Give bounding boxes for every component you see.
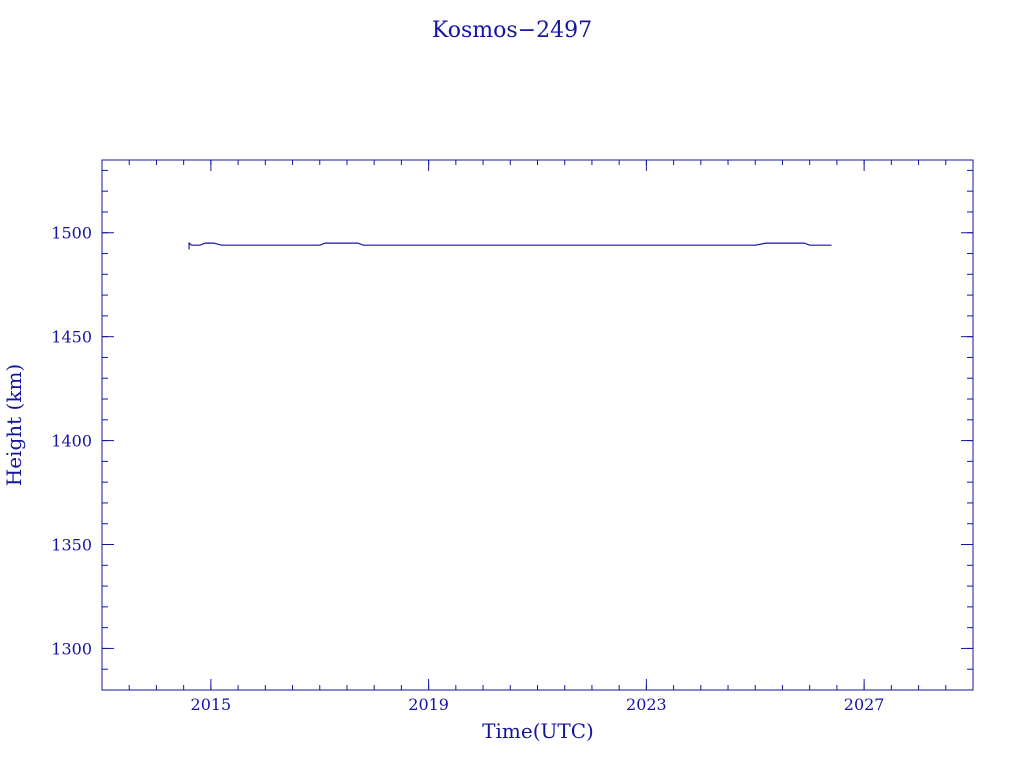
y-tick-label: 1350 [51, 536, 92, 555]
y-tick-label: 1500 [51, 224, 92, 243]
x-tick-label: 2027 [844, 695, 885, 714]
y-tick-label: 1400 [51, 432, 92, 451]
y-axis-tick-labels: 1300 1350 1400 1450 1500 [51, 224, 92, 659]
x-axis-tick-labels: 2015 2019 2023 2027 [191, 695, 885, 714]
x-axis-label: Time(UTC) [482, 719, 594, 743]
y-tick-label: 1450 [51, 328, 92, 347]
y-axis-ticks [102, 169, 973, 670]
height-series-line [188, 241, 832, 250]
series-layer [188, 241, 832, 250]
plot-frame [101, 159, 974, 691]
y-tick-label: 1300 [51, 639, 92, 658]
x-tick-label: 2023 [626, 695, 667, 714]
x-tick-label: 2015 [191, 695, 232, 714]
x-tick-label: 2019 [408, 695, 449, 714]
x-axis-ticks [128, 160, 947, 690]
chart-title: Kosmos−2497 [432, 18, 592, 43]
y-axis-label: Height (km) [2, 364, 26, 486]
